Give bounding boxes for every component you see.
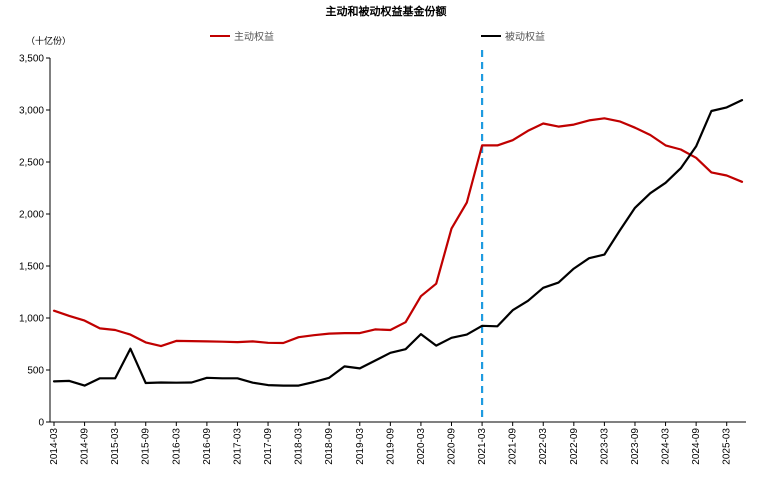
x-tick-label: 2022-03 [538,428,549,465]
series-line-passive [52,98,744,387]
y-axis: 0 500 1,000 1,500 2,000 2,500 3,000 3,500 [19,54,51,429]
x-tick-label: 2022-09 [569,428,580,465]
y-tick-label: 3,000 [19,106,44,117]
x-axis: 2014-03 2014-09 2015-03 2015-09 2016-03 2016-… [49,421,746,465]
x-tick-label: 2019-09 [385,428,396,465]
legend-label-active: 主动权益 [234,30,274,43]
x-tick-label: 2023-09 [630,428,641,465]
x-tick-label: 2023-03 [599,428,610,465]
series-lines [52,98,744,387]
x-tick-label: 2018-09 [324,428,335,465]
x-tick-label: 2018-03 [294,428,305,465]
x-tick-label: 2024-03 [661,428,672,465]
legend-label-passive: 被动权益 [505,30,545,43]
x-tick-label: 2024-09 [691,428,702,465]
y-tick-label: 1,500 [19,262,44,273]
x-tick-label: 2015-03 [110,428,121,465]
chart-title: 主动和被动权益基金份额 [326,4,447,18]
y-tick-label: 0 [38,418,44,429]
y-tick-label: 2,500 [19,158,44,169]
x-tick-label: 2014-09 [80,428,91,465]
series-line-active [52,117,744,348]
x-tick-label: 2021-03 [477,428,488,465]
x-tick-label: 2017-09 [263,428,274,465]
legend-item-passive: 被动权益 [481,30,545,43]
x-tick-label: 2020-09 [447,428,458,465]
x-tick-label: 2015-09 [141,428,152,465]
y-tick-label: 500 [27,366,44,377]
x-tick-label: 2020-03 [416,428,427,465]
y-axis-unit-label: （十亿份） [26,35,71,47]
y-tick-label: 3,500 [19,54,44,65]
x-tick-label: 2025-03 [722,428,733,465]
x-tick-label: 2021-09 [508,428,519,465]
x-tick-label: 2017-03 [232,428,243,465]
y-tick-label: 2,000 [19,210,44,221]
x-tick-label: 2016-09 [202,428,213,465]
x-tick-label: 2019-03 [355,428,366,465]
x-tick-label: 2016-03 [171,428,182,465]
y-tick-label: 1,000 [19,314,44,325]
legend-item-active: 主动权益 [210,30,274,43]
x-tick-label: 2014-03 [49,428,60,465]
legend: 主动权益 被动权益 [210,30,545,43]
